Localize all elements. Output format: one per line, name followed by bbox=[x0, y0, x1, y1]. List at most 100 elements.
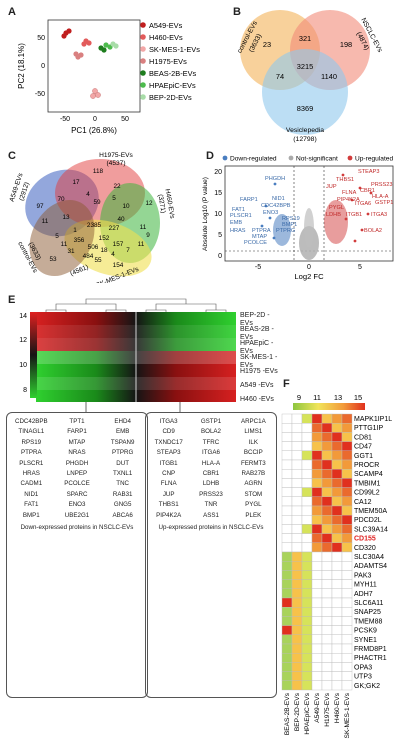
heatmap-f-cell bbox=[301, 551, 313, 562]
heatmap-f-cell bbox=[331, 652, 343, 663]
heatmap-f-cell bbox=[321, 533, 333, 543]
volcano-down-label: HRAS bbox=[230, 228, 246, 234]
down-protein-cell: TINAGL1 bbox=[18, 428, 45, 436]
heatmap-f-cell bbox=[311, 450, 323, 461]
up-protein-cell: JUP bbox=[162, 490, 175, 498]
heatmap-f-gene-label: SYNE1 bbox=[354, 637, 377, 644]
down-protein-cell: NRAS bbox=[68, 449, 86, 457]
heatmap-f-cell bbox=[331, 680, 343, 691]
heatmap-f-cell bbox=[341, 606, 353, 617]
heatmap-f-cell bbox=[301, 533, 313, 543]
pca-points bbox=[61, 28, 119, 99]
heatmap-f-gene-label: TMEM50A bbox=[354, 508, 387, 515]
pca-xtick: 0 bbox=[93, 116, 97, 123]
heatmap-f-cell bbox=[291, 560, 303, 571]
heatmap-f-cell bbox=[291, 625, 303, 636]
volcano-ytick: 20 bbox=[214, 169, 222, 176]
heatmap-f-cell bbox=[281, 579, 293, 590]
heatmap-f-cell bbox=[331, 643, 343, 654]
heatmap-f-cell bbox=[331, 533, 343, 543]
down-protein-cell: LNPEP bbox=[66, 470, 88, 478]
heatmap-f-gene-label: MAPK1IP1L bbox=[354, 416, 392, 423]
up-protein-cell: BOLA2 bbox=[201, 428, 221, 436]
pca-point bbox=[113, 43, 119, 49]
heatmap-e-cells bbox=[36, 312, 236, 402]
heatmap-f-cell bbox=[301, 524, 313, 534]
heatmap-f-cell bbox=[301, 680, 313, 691]
volcano-down-label: PTPRA bbox=[252, 228, 271, 234]
heatmap-f-gene-label: TMEM88 bbox=[354, 618, 383, 625]
heatmap-f-cell bbox=[301, 625, 313, 636]
heatmap-f-cell bbox=[321, 469, 333, 479]
venn3-set-vesiclepedia bbox=[262, 49, 348, 135]
venn5-region: 11 bbox=[140, 224, 147, 231]
heatmap-f-cell bbox=[321, 662, 333, 672]
heatmap-f-cell bbox=[301, 606, 313, 617]
venn5-diagram: A549-EVs (2912) H1975-EVs (4537) H460-EV… bbox=[9, 152, 176, 283]
pca-xtick: 50 bbox=[121, 116, 129, 123]
heatmap-e-row-label: HPAEpiC -EVs bbox=[240, 340, 274, 355]
heatmap-f-cell bbox=[341, 450, 353, 461]
heatmap-f-cell bbox=[321, 570, 333, 580]
down-protein-cell: CADM1 bbox=[20, 480, 43, 488]
down-protein-cell: TPT1 bbox=[69, 418, 85, 425]
heatmap-f-cell bbox=[301, 662, 313, 672]
heatmap-f-cell bbox=[311, 487, 323, 497]
volcano-up-label: ITGA3 bbox=[371, 212, 387, 218]
venn3-region: 198 bbox=[340, 40, 352, 49]
volcano-xtick: 5 bbox=[358, 264, 362, 271]
heatmap-f-cell bbox=[321, 625, 333, 636]
heatmap-f-cell bbox=[331, 625, 343, 636]
heatmap-f-cell bbox=[291, 579, 303, 590]
heatmap-f-cell bbox=[331, 459, 343, 470]
down-protein-cell: ENO3 bbox=[68, 501, 86, 509]
heatmap-f-cell bbox=[301, 487, 313, 497]
heatmap-f-cell bbox=[331, 634, 343, 645]
heatmap-f-grid: MAPK1IP1L PTTG1IP CD81 CD47 GGT1 PROCR SCAMP4 T… bbox=[281, 413, 392, 738]
heatmap-f-cell bbox=[281, 478, 293, 488]
heatmap-f-gene-label: SLC6A11 bbox=[354, 600, 384, 607]
heatmap-f-gene-label: SLC39A14 bbox=[354, 526, 388, 533]
heatmap-f-cell bbox=[301, 652, 313, 663]
volcano-ylabel: Absolute Log10 (P value) bbox=[202, 177, 209, 251]
heatmap-f-cell bbox=[311, 478, 323, 488]
venn5-region: 157 bbox=[113, 241, 124, 248]
heatmap-f-cell bbox=[291, 634, 303, 645]
up-protein-cell: TNR bbox=[204, 501, 218, 509]
heatmap-f-cell bbox=[341, 680, 353, 691]
heatmap-e-row-label: SK-MES-1 -EVs bbox=[240, 354, 278, 369]
heatmap-f-gene-label: UTP3 bbox=[354, 674, 372, 681]
pca-ylabel: PC2 (18.1%) bbox=[17, 43, 26, 89]
heatmap-f-cell bbox=[281, 441, 293, 452]
heatmap-f-cell bbox=[311, 652, 323, 663]
venn5-region: 356 bbox=[74, 237, 85, 244]
heatmap-f-cell bbox=[321, 432, 333, 442]
heatmap-f-cell bbox=[291, 606, 303, 617]
heatmap-f-gene-label: GGT1 bbox=[354, 453, 373, 460]
heatmap-f-cell bbox=[281, 662, 293, 672]
pca-point bbox=[73, 51, 79, 57]
pca-legend-entry: SK-MES-1-EVs bbox=[149, 45, 200, 54]
venn5-region: 4 bbox=[111, 251, 115, 258]
pca-point bbox=[95, 92, 101, 98]
heatmap-f-cell bbox=[281, 551, 293, 562]
heatmap-f-cell bbox=[321, 542, 333, 553]
down-protein-cell: RAB31 bbox=[112, 490, 133, 498]
heatmap-f-cell bbox=[281, 680, 293, 691]
heatmap-f-gene-label: CD155 bbox=[354, 536, 376, 543]
heatmap-f-scale-tick: 15 bbox=[354, 393, 362, 402]
heatmap-f-cell bbox=[311, 560, 323, 571]
down-protein-cell: PCOLCE bbox=[64, 480, 90, 488]
pca-ytick: 0 bbox=[41, 63, 45, 70]
volcano-up-label: PRSS23 bbox=[371, 182, 392, 188]
down-table-caption: Down-expressed proteins in NSCLC-EVs bbox=[20, 524, 134, 532]
up-protein-cell: AGRN bbox=[244, 480, 263, 488]
heatmap-f-gene-label: FRMD8P1 bbox=[354, 646, 387, 653]
heatmap-f-cell bbox=[321, 422, 333, 433]
heatmap-f-cell bbox=[341, 616, 353, 626]
venn5-region: 506 bbox=[88, 244, 99, 251]
heatmap-f-cell bbox=[311, 514, 323, 525]
volcano-up-label: FLNA bbox=[342, 190, 357, 196]
heatmap-f-cell bbox=[321, 487, 333, 497]
volcano-down-label: EMB bbox=[230, 220, 242, 226]
